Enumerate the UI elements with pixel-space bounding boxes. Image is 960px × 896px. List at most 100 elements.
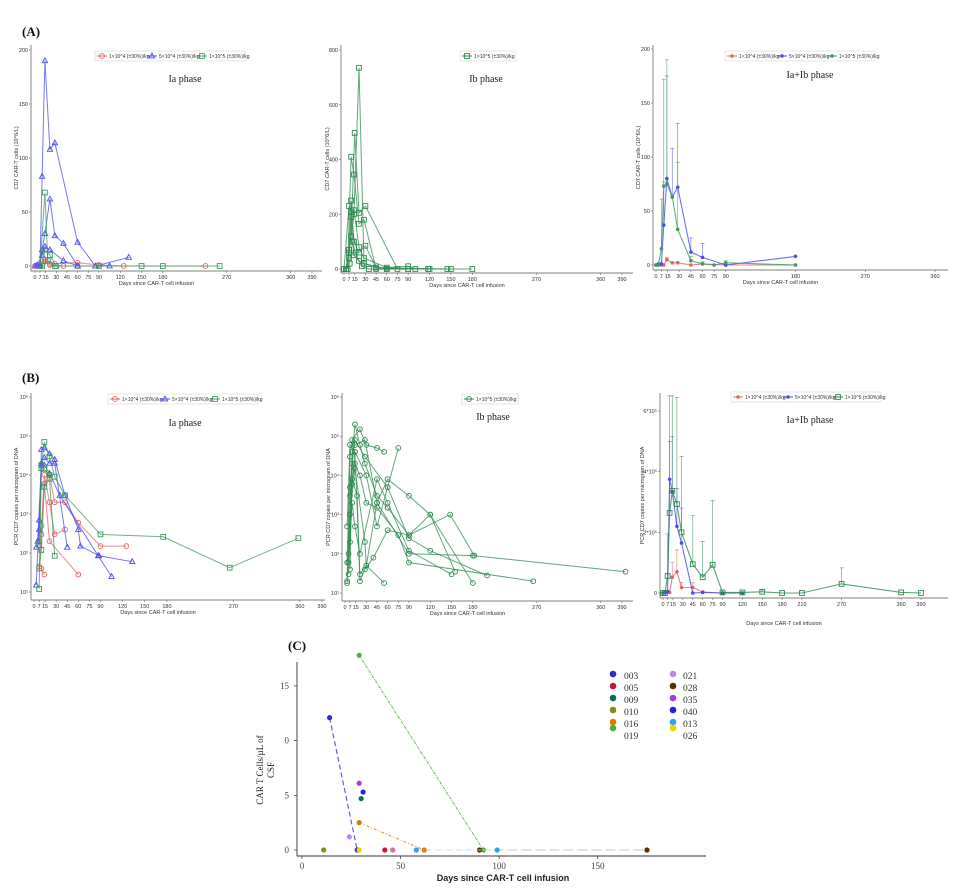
data-point <box>38 172 46 179</box>
x-tick-label: 30 <box>676 274 682 280</box>
y-tick-label: 5 <box>285 790 290 800</box>
x-tick-label: 30 <box>362 277 368 283</box>
data-point <box>395 445 402 451</box>
y-tick-label: 0 <box>285 845 290 855</box>
y-tick-label: 100 <box>19 156 28 162</box>
phase-title: Ia phase <box>168 418 202 429</box>
data-point <box>40 443 48 451</box>
x-tick-label: 390 <box>317 604 326 610</box>
legend-label: 1×10^5 (±30%)/kg <box>845 395 886 401</box>
legend-marker <box>112 396 118 402</box>
x-tick-label: 7 <box>348 605 351 611</box>
data-point <box>356 847 362 853</box>
x-tick-label: 15 <box>42 604 48 610</box>
data-point <box>352 460 358 467</box>
patient-series-021 <box>346 834 352 840</box>
data-point <box>51 459 59 466</box>
data-point <box>448 266 454 272</box>
data-point <box>381 448 387 455</box>
data-point <box>60 256 67 263</box>
data-point <box>659 262 664 266</box>
series-line <box>34 60 129 267</box>
data-point <box>690 591 695 595</box>
data-point <box>622 568 629 575</box>
y-axis-title: CAR T Cells/µL of <box>255 735 265 804</box>
patient-series-005 <box>382 847 388 853</box>
data-point <box>689 250 693 254</box>
data-point <box>31 262 39 269</box>
data-point <box>346 260 353 267</box>
legend-marker <box>835 394 841 400</box>
data-point <box>494 847 500 853</box>
data-point <box>44 257 51 264</box>
legend: 1×10^5 (±30%)/kg <box>459 50 517 62</box>
phase-title: Ib phase <box>476 412 510 423</box>
x-tick-label: 150 <box>447 605 456 611</box>
data-point <box>354 493 360 499</box>
y-tick-label: 0 <box>647 263 650 269</box>
patient-series-003 <box>327 715 360 853</box>
data-point <box>347 493 353 499</box>
data-point <box>838 581 845 587</box>
y-tick-label: 10⁶ <box>331 394 339 401</box>
data-point <box>345 559 352 566</box>
data-point <box>406 493 412 499</box>
data-point <box>347 511 353 518</box>
data-point <box>675 569 679 574</box>
data-point <box>352 249 359 256</box>
x-tick-label: 45 <box>64 604 70 610</box>
x-tick-label: 270 <box>222 275 231 281</box>
data-point <box>362 203 369 209</box>
legend-label: 035 <box>683 696 698 706</box>
x-tick-label: 270 <box>861 274 870 280</box>
data-point <box>384 527 391 534</box>
data-point <box>406 550 412 557</box>
data-point <box>427 547 434 554</box>
x-axis-title: Days since CAR-T cell infusion <box>430 611 505 617</box>
data-point <box>51 231 59 239</box>
series-3 <box>660 395 924 596</box>
data-point <box>427 511 434 518</box>
data-point <box>356 64 362 71</box>
x-tick-label: 60 <box>75 275 81 281</box>
legend: 1×10^4 (±30%)/kg 5×10^4 (±30%)/kg 1×10^5 (… <box>107 393 263 405</box>
x-tick-label: 15 <box>665 274 671 280</box>
data-point <box>41 56 49 64</box>
data-point <box>406 535 412 542</box>
x-tick-label: 90 <box>406 605 412 611</box>
legend-label: 5×10^4 (±30%)/kg <box>789 54 830 60</box>
data-point <box>674 501 680 507</box>
data-point <box>352 448 358 455</box>
legend-label: 003 <box>624 672 639 682</box>
legend-swatch <box>609 706 617 714</box>
legend-swatch <box>609 670 617 678</box>
x-tick-label: 60 <box>700 602 706 608</box>
x-tick-label: 210 <box>797 602 806 608</box>
data-point <box>47 252 53 259</box>
data-point <box>469 266 476 272</box>
data-point <box>36 565 43 572</box>
y-tick-label: 800 <box>329 48 338 54</box>
data-point <box>759 588 766 595</box>
x-tick-label: 270 <box>229 604 238 610</box>
data-point <box>351 130 358 136</box>
series-line <box>38 441 299 589</box>
data-point <box>675 227 680 232</box>
x-tick-label: 120 <box>425 277 434 283</box>
data-point <box>362 242 369 249</box>
legend-swatch <box>609 724 617 732</box>
data-point <box>361 216 367 223</box>
data-point <box>384 499 391 506</box>
panel-label-b: (B) <box>22 370 39 385</box>
patient-line <box>358 822 425 851</box>
series-line <box>348 479 475 582</box>
x-tick-label: 0 <box>33 275 36 281</box>
data-point <box>356 780 362 786</box>
x-tick-label: 0 <box>654 274 657 280</box>
legend-label: 026 <box>683 732 698 742</box>
data-point <box>898 589 905 596</box>
data-point <box>36 542 43 548</box>
y-tick-label: 10⁴ <box>20 472 29 479</box>
x-tick-label: 30 <box>363 605 369 611</box>
data-point <box>53 263 60 269</box>
